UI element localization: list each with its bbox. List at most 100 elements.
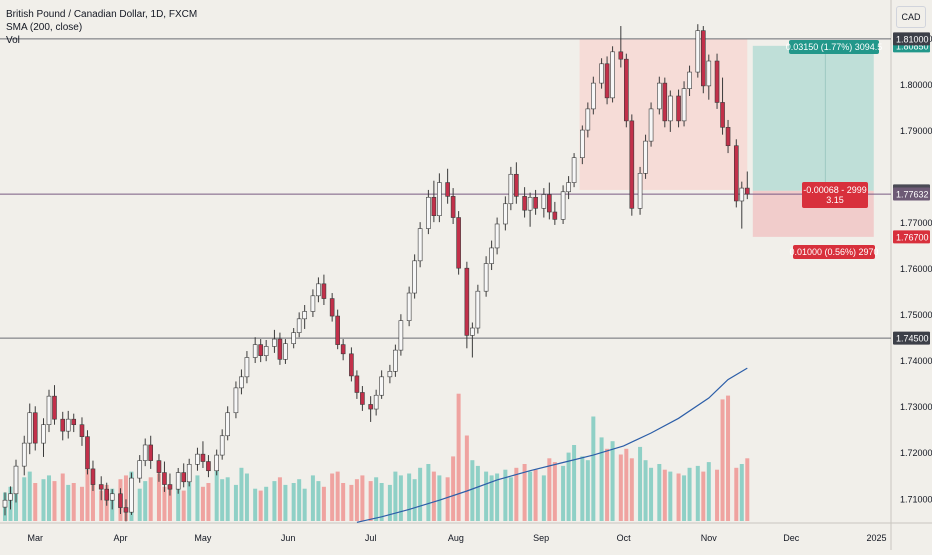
candle-body xyxy=(354,375,360,393)
candle-body xyxy=(445,182,450,197)
volume-bar xyxy=(412,479,417,521)
volume-bar xyxy=(566,452,571,521)
price-level-label-bg xyxy=(893,331,930,345)
volume-indicator-label[interactable]: Vol xyxy=(6,35,20,46)
volume-bar xyxy=(687,467,692,521)
volume-bar xyxy=(657,464,662,521)
volume-bar xyxy=(123,475,128,521)
x-tick-label: Mar xyxy=(27,533,43,543)
candle-body xyxy=(585,108,591,131)
symbol-title[interactable]: British Pound / Canadian Dollar, 1D, FXC… xyxy=(6,9,198,20)
candle-body xyxy=(687,71,692,89)
stop-price-label-bg xyxy=(893,230,930,244)
volume-bar xyxy=(41,479,46,521)
candle-body xyxy=(310,295,316,312)
candle-body xyxy=(368,404,373,410)
volume-bar xyxy=(599,437,604,521)
stop-price-label: 1.76700 xyxy=(896,232,929,242)
volume-bar xyxy=(220,479,225,521)
volume-bar xyxy=(283,484,288,521)
sma-indicator-label[interactable]: SMA (200, close) xyxy=(6,22,83,33)
volume-bar xyxy=(456,393,461,521)
volume-bar xyxy=(272,481,277,521)
volume-bar xyxy=(52,481,57,521)
volume-bar xyxy=(489,475,494,521)
volume-bar xyxy=(349,484,354,521)
candle-body xyxy=(79,424,85,437)
candle-body xyxy=(676,95,681,122)
candle-body xyxy=(2,499,8,508)
candle-body xyxy=(541,194,547,209)
candle-body xyxy=(175,472,181,490)
candle-body xyxy=(648,108,654,142)
candle-body xyxy=(129,477,134,513)
candle-body xyxy=(643,140,648,174)
candle-body xyxy=(426,196,431,229)
candle-body xyxy=(349,353,354,377)
stop-info-label-text: 0.01000 (0.56%) 2970 xyxy=(789,247,878,257)
candle-body xyxy=(508,173,514,205)
volume-bar xyxy=(195,475,200,521)
volume-bar xyxy=(445,477,450,521)
candle-body xyxy=(733,145,739,202)
candle-body xyxy=(637,173,643,209)
sma-line xyxy=(356,367,748,523)
target-zone xyxy=(752,45,874,191)
candle-body xyxy=(206,461,211,472)
volume-bar xyxy=(572,445,577,521)
x-tick-label: Dec xyxy=(783,533,800,543)
candle-body xyxy=(85,436,90,470)
volume-bar xyxy=(715,469,720,521)
volume-bar xyxy=(431,471,436,521)
candle-body xyxy=(431,196,437,217)
candle-body xyxy=(321,283,327,299)
target-info-label-text: 0.03150 (1.77%) 3094.5 xyxy=(786,42,883,52)
y-tick-label: 1.76000 xyxy=(900,264,932,274)
candle-body xyxy=(219,435,225,456)
volume-bar xyxy=(591,416,596,521)
x-tick-label: Jul xyxy=(365,533,377,543)
volume-bar xyxy=(514,467,519,521)
candle-body xyxy=(393,349,398,372)
candle-body xyxy=(60,418,66,432)
candle-body xyxy=(599,63,604,84)
volume-bar xyxy=(470,460,475,521)
candle-body xyxy=(340,344,346,355)
volume-bar xyxy=(206,483,211,521)
volume-bar xyxy=(464,435,469,521)
volume-bar xyxy=(330,473,335,521)
volume-bar xyxy=(676,473,681,521)
volume-bar xyxy=(720,399,725,521)
candle-body xyxy=(109,493,115,501)
volume-bar xyxy=(643,460,648,521)
volume-bar xyxy=(341,483,346,521)
candle-body xyxy=(489,247,494,264)
candle-body xyxy=(406,292,412,321)
candle-body xyxy=(283,343,288,360)
volume-bar xyxy=(225,477,230,521)
candle-body xyxy=(547,194,552,213)
y-tick-label: 1.77000 xyxy=(900,218,932,228)
candle-body xyxy=(252,344,258,358)
volume-bar xyxy=(662,469,667,521)
volume-bar xyxy=(629,458,634,521)
volume-bar xyxy=(508,477,513,521)
volume-bar xyxy=(745,458,750,521)
currency-button[interactable]: CAD xyxy=(896,6,926,28)
volume-bar xyxy=(739,464,744,521)
y-tick-label: 1.74000 xyxy=(900,356,932,366)
candle-body xyxy=(302,311,307,320)
candle-body xyxy=(200,453,206,462)
volume-bar xyxy=(484,471,489,521)
volume-bar xyxy=(695,465,700,521)
candle-body xyxy=(239,376,244,389)
candle-body xyxy=(258,344,263,356)
volume-bar xyxy=(90,481,95,521)
volume-bar xyxy=(726,395,731,521)
y-tick-label: 1.71000 xyxy=(900,494,932,504)
candle-body xyxy=(118,493,123,508)
entry-info-label-text: 3.15 xyxy=(826,195,844,205)
candle-body xyxy=(695,30,701,73)
candle-body xyxy=(329,298,335,317)
